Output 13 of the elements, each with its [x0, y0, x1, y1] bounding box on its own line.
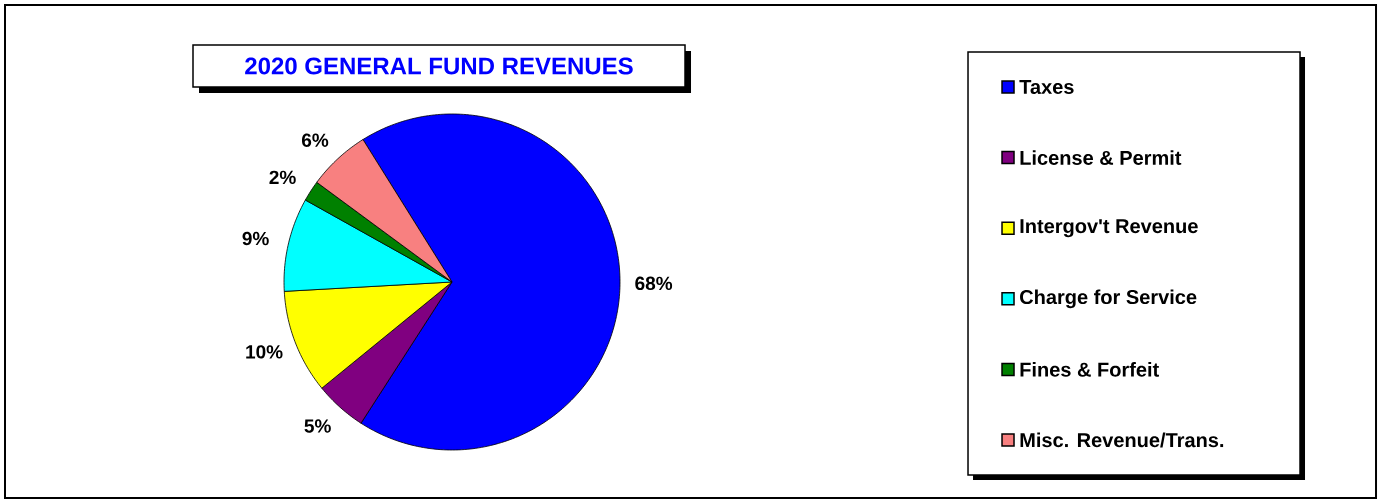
data-label: 9%	[242, 231, 269, 246]
data-label: 68%	[635, 276, 673, 291]
legend-label: Taxes	[1019, 80, 1074, 94]
legend-label: License & Permit	[1020, 150, 1182, 165]
data-label: 6%	[301, 133, 329, 147]
data-label: 10%	[246, 345, 283, 359]
data-label: 5%	[304, 419, 331, 433]
legend-label: Charge for Service	[1020, 289, 1197, 309]
legend-label: Fines & Forfeit	[1020, 362, 1159, 377]
data-label: 2%	[269, 170, 296, 185]
legend-label: Intergov't Revenue	[1020, 219, 1198, 238]
legend-label: Misc. Revenue/Trans.	[1020, 432, 1224, 448]
chart-title: 2020 GENERAL FUND REVENUES	[245, 57, 633, 75]
